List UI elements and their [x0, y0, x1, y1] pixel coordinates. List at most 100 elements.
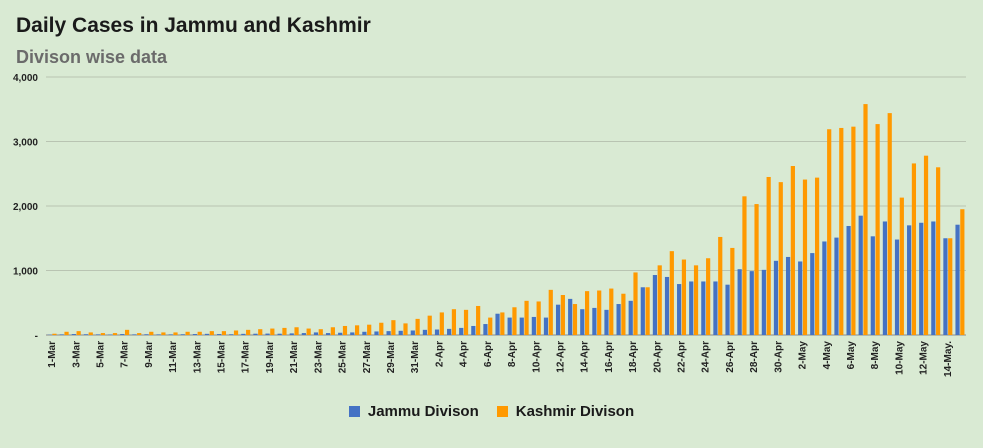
bar-jammu — [95, 334, 101, 335]
bar-jammu — [907, 225, 912, 335]
x-tick-label: 31-Mar — [410, 341, 421, 373]
bar-kashmir — [766, 176, 771, 335]
bar-kashmir — [597, 290, 602, 335]
y-axis: - 1,000 2,000 3,000 4,000 — [13, 73, 38, 342]
bar-kashmir — [814, 177, 820, 335]
bar-jammu — [713, 281, 718, 335]
legend-item-jammu: Jammu Divison — [348, 403, 479, 420]
bar-jammu — [955, 224, 960, 335]
x-tick-label: 21-Mar — [289, 341, 300, 373]
x-tick-label: 7-Mar — [120, 341, 131, 368]
bar-kashmir — [488, 317, 493, 335]
bar-kashmir — [681, 259, 687, 335]
bar-jammu — [677, 284, 682, 335]
bar-kashmir — [173, 332, 178, 335]
x-tick-label: 13-Mar — [192, 341, 203, 373]
bar-kashmir — [730, 247, 735, 335]
x-tick-label: 19-Mar — [265, 341, 276, 373]
bar-kashmir — [197, 331, 202, 335]
bar-jammu — [628, 300, 633, 335]
x-tick-label: 1-Mar — [47, 341, 58, 368]
x-tick-label: 10-May — [894, 341, 905, 375]
x-tick-label: 15-Mar — [217, 341, 228, 373]
bar-kashmir — [851, 126, 856, 335]
bar-jammu — [507, 317, 512, 335]
bar-kashmir — [367, 324, 372, 335]
x-tick-label: 12-Apr — [555, 341, 566, 373]
bar-kashmir — [209, 331, 214, 335]
bar-kashmir — [354, 325, 360, 335]
bar-kashmir — [754, 204, 759, 335]
bar-jammu — [652, 275, 658, 335]
bar-jammu — [701, 281, 706, 335]
bar-kashmir — [330, 327, 335, 335]
bar-kashmir — [64, 331, 69, 335]
bar-jammu — [919, 222, 924, 335]
bar-kashmir — [790, 166, 795, 335]
x-tick-label: 27-Mar — [362, 341, 373, 373]
bar-jammu — [217, 334, 222, 335]
bar-kashmir — [294, 327, 299, 335]
bar-kashmir — [572, 304, 578, 335]
bar-jammu — [737, 269, 742, 335]
bar-kashmir — [524, 300, 529, 335]
bar-kashmir — [778, 182, 783, 335]
bar-kashmir — [706, 258, 711, 335]
bar-jammu — [555, 304, 561, 335]
bar-jammu — [289, 333, 294, 335]
bar-kashmir — [863, 104, 868, 335]
y-tick-label: 1,000 — [13, 267, 38, 278]
bar-jammu — [798, 261, 803, 335]
bar-kashmir — [100, 333, 105, 335]
bar-jammu — [253, 333, 258, 335]
bar-kashmir — [899, 197, 904, 335]
bar-jammu — [362, 331, 367, 335]
x-tick-label: 11-Mar — [168, 341, 179, 373]
x-tick-label: 12-May — [919, 341, 930, 375]
x-tick-label: 26-Apr — [725, 341, 736, 373]
bar-jammu — [168, 334, 173, 335]
x-tick-label: 25-Mar — [338, 341, 349, 373]
x-tick-label: 18-Apr — [628, 341, 639, 373]
bar-kashmir — [258, 329, 263, 335]
bar-jammu — [204, 333, 210, 335]
bar-kashmir — [403, 323, 408, 335]
bar-jammu — [846, 225, 851, 335]
x-tick-label: 10-Apr — [531, 341, 542, 373]
bar-kashmir — [282, 327, 287, 335]
bar-jammu — [531, 316, 536, 335]
bar-kashmir — [911, 163, 917, 335]
x-tick-label: 14-Apr — [580, 341, 591, 373]
bar-jammu — [422, 329, 428, 335]
y-tick-label: 3,000 — [13, 138, 38, 149]
legend-label-kashmir: Kashmir Divison — [515, 403, 635, 420]
bar-jammu — [725, 284, 730, 335]
bar-jammu — [858, 215, 863, 335]
bar-jammu — [640, 287, 645, 335]
bar-kashmir — [379, 322, 384, 335]
bar-kashmir — [875, 124, 880, 336]
bar-jammu — [192, 334, 198, 335]
x-tick-label: 4-May — [822, 341, 833, 370]
x-tick-label: 6-Apr — [483, 341, 494, 367]
x-tick-label: 6-May — [846, 341, 857, 370]
bar-jammu — [882, 221, 888, 335]
bar-jammu — [144, 334, 149, 335]
bar-jammu — [410, 330, 415, 335]
bar-jammu — [785, 256, 791, 335]
bar-kashmir — [802, 179, 808, 335]
bar-kashmir — [621, 293, 626, 335]
chart-title: Daily Cases in Jammu and Kashmir — [16, 14, 371, 37]
bar-jammu — [241, 333, 246, 335]
bar-jammu — [301, 333, 306, 335]
bar-kashmir — [948, 238, 953, 335]
x-tick-label: 30-Apr — [773, 341, 784, 373]
bar-jammu — [59, 334, 64, 335]
x-tick-label: 22-Apr — [677, 341, 688, 373]
legend-item-kashmir: Kashmir Divison — [496, 403, 635, 420]
bar-kashmir — [463, 309, 469, 335]
bar-jammu — [664, 276, 670, 335]
bar-jammu — [834, 237, 839, 335]
bar-jammu — [350, 332, 355, 335]
